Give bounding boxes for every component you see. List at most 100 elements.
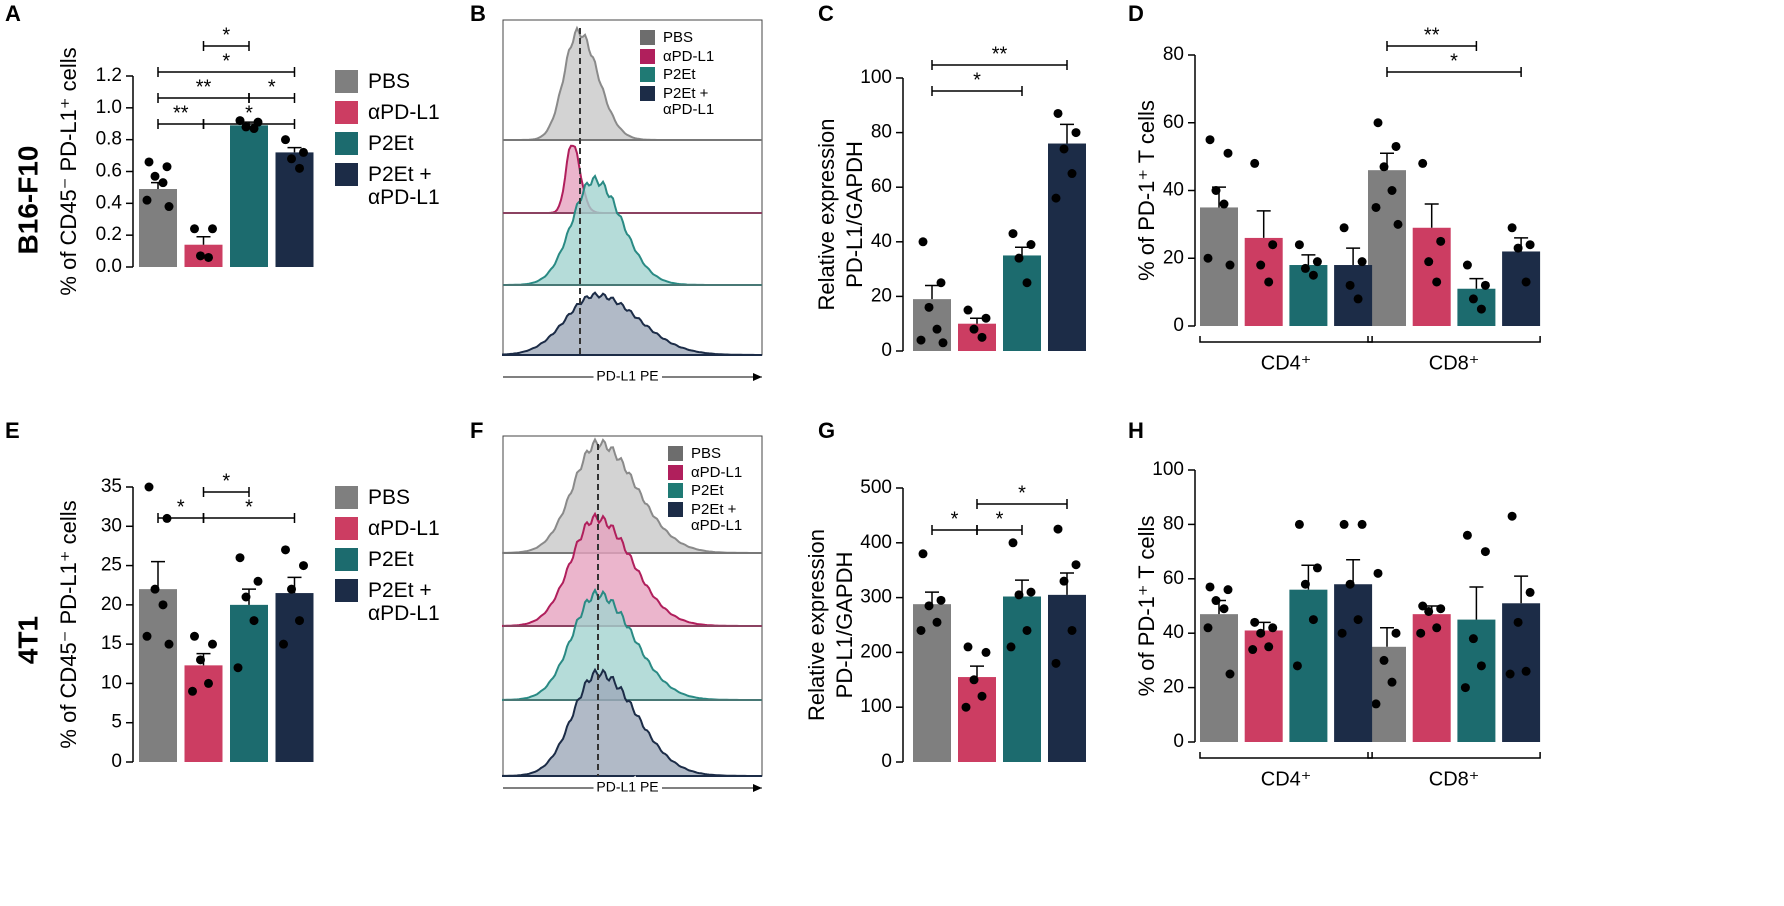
data-point (190, 631, 199, 641)
y-tick-label: 0.0 (96, 256, 122, 277)
legend-item: PBS (668, 445, 778, 463)
y-tick-label: 40 (871, 231, 892, 252)
error-bar (1469, 586, 1484, 620)
data-point (1203, 623, 1213, 633)
row-label: 4T1 (12, 616, 43, 664)
significance-bracket (202, 41, 250, 51)
data-point (1203, 253, 1213, 263)
legend-swatch (335, 486, 358, 509)
data-point (249, 616, 259, 626)
arrow-head (753, 784, 762, 792)
data-point (287, 154, 296, 164)
y-label: % of PD-1⁺ T cells (1134, 100, 1159, 281)
y-tick-label: 400 (860, 532, 892, 553)
panel-letter: B (470, 1, 486, 26)
y-tick-label: 100 (860, 696, 892, 717)
legend-label: P2Et + αPD-L1 (663, 84, 715, 118)
histogram-curve (502, 667, 762, 777)
data-point (299, 147, 308, 157)
legend-swatch (335, 163, 358, 187)
legend-label: P2Et + αPD-L1 (691, 500, 743, 534)
data-point (1248, 645, 1258, 655)
panel-letter: F (470, 418, 483, 443)
bar (139, 589, 177, 762)
y-label: % of CD45⁻ PD-L1⁺ cells (56, 500, 81, 748)
significance-bracket (1386, 41, 1478, 51)
y-tick-label: 0.8 (96, 129, 122, 150)
significance-label: * (1018, 482, 1026, 504)
data-point (1268, 240, 1278, 250)
y-tick-label: 500 (860, 477, 892, 498)
data-point (1219, 199, 1229, 209)
data-point (1353, 294, 1363, 304)
significance-bracket (202, 487, 250, 497)
data-point (1225, 669, 1235, 679)
data-point (1292, 661, 1302, 671)
bar (1048, 594, 1086, 762)
x-label: PD-L1 PE (596, 368, 658, 384)
data-point (977, 691, 987, 701)
histogram-curve (503, 174, 762, 286)
data-point (1391, 141, 1401, 151)
data-point (1387, 677, 1397, 687)
legend-swatch (640, 30, 655, 45)
error-bar (1301, 254, 1316, 266)
data-point (299, 561, 308, 571)
data-point (1480, 547, 1490, 557)
significance-label: * (245, 102, 253, 124)
data-point (1462, 260, 1472, 270)
significance-label: ** (196, 76, 212, 98)
data-point (1337, 628, 1347, 638)
error-bar (1514, 575, 1529, 604)
data-point (1008, 538, 1018, 548)
bar (1003, 596, 1041, 762)
data-point (188, 686, 197, 696)
legend-label: P2Et + αPD-L1 (368, 579, 440, 626)
data-point (164, 202, 174, 212)
data-point (1345, 280, 1355, 290)
y-tick-label: 0 (1173, 731, 1184, 752)
legend-label: P2Et (663, 66, 696, 83)
legend-item: PBS (640, 29, 750, 47)
data-point (1071, 128, 1081, 138)
y-tick-label: 20 (871, 285, 892, 306)
y-label: % of CD45⁻ PD-L1⁺ cells (56, 47, 81, 295)
legend-swatch (335, 517, 358, 541)
data-point (1051, 193, 1061, 203)
data-point (204, 252, 213, 262)
legend-label: PBS (368, 486, 411, 509)
significance-label: * (222, 50, 230, 72)
y-tick-label: 40 (1163, 622, 1184, 643)
bar (1368, 170, 1406, 326)
data-point (235, 553, 245, 563)
significance-label: ** (992, 43, 1008, 65)
data-point (1211, 186, 1221, 195)
legend-item: P2Et (668, 482, 778, 500)
error-bar (1256, 210, 1271, 238)
significance-bracket (157, 67, 296, 77)
data-point (1264, 277, 1274, 287)
panel-letter: G (818, 418, 835, 443)
y-tick-label: 20 (1163, 677, 1184, 698)
error-bar (151, 560, 165, 590)
data-point (142, 631, 152, 641)
y-label: Relative expression (814, 119, 839, 311)
y-tick-label: 5 (111, 712, 122, 733)
data-point (1373, 118, 1383, 128)
data-point (281, 135, 290, 145)
data-point (981, 647, 991, 657)
y-tick-label: 1.0 (96, 97, 122, 118)
legend-item: αPD-L1 (668, 463, 778, 482)
data-point (1373, 568, 1383, 578)
y-tick-label: 0 (1173, 315, 1184, 336)
legend-label: PBS (691, 445, 722, 462)
legend-label: αPD-L1 (368, 517, 440, 541)
data-point (1371, 202, 1381, 212)
data-point (1268, 623, 1278, 633)
data-point (1379, 162, 1389, 172)
data-point (981, 313, 991, 323)
data-point (1387, 186, 1397, 195)
panel-letter: H (1128, 418, 1144, 443)
legend-label: αPD-L1 (691, 463, 743, 481)
legend-swatch (640, 67, 655, 82)
